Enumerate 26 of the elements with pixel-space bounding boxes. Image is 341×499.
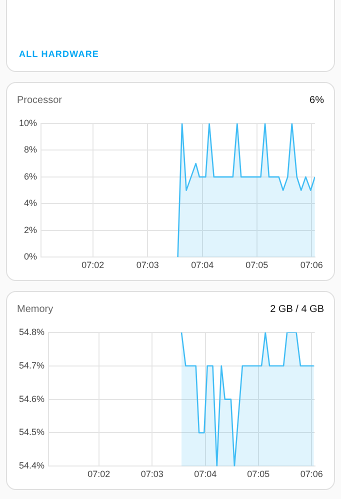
x-tick-label: 07:02 (82, 260, 104, 270)
y-tick-label: 8% (24, 144, 38, 155)
x-tick-label: 07:02 (88, 469, 110, 480)
x-tick-label: 07:04 (194, 469, 217, 480)
x-tick-label: 07:04 (191, 260, 214, 270)
chart-title: Processor (17, 95, 62, 106)
y-tick-label: 2% (24, 224, 38, 235)
chart-subtitle: 2 GB / 4 GB (270, 304, 324, 315)
y-tick-label: 54.5% (18, 427, 45, 438)
x-tick-label: 07:03 (136, 260, 159, 270)
y-tick-label: 54.6% (18, 394, 45, 404)
x-tick-label: 07:06 (300, 260, 323, 270)
x-tick-label: 07:05 (247, 469, 270, 480)
x-tick-label: 07:05 (246, 260, 268, 270)
chart-subtitle: 6% (310, 95, 324, 106)
text: ALL HARDWARE (19, 49, 100, 59)
y-tick-label: 4% (24, 198, 38, 208)
y-tick-label: 54.8% (18, 326, 45, 337)
x-tick-label: 07:06 (300, 469, 323, 480)
y-tick-label: 54.7% (18, 360, 45, 370)
y-tick-label: 0% (24, 252, 38, 262)
chart-title: Memory (17, 304, 54, 315)
x-tick-label: 07:03 (140, 469, 164, 480)
y-tick-label: 6% (24, 171, 38, 182)
y-tick-label: 10% (19, 118, 38, 128)
y-tick-label: 54.4% (18, 460, 45, 471)
